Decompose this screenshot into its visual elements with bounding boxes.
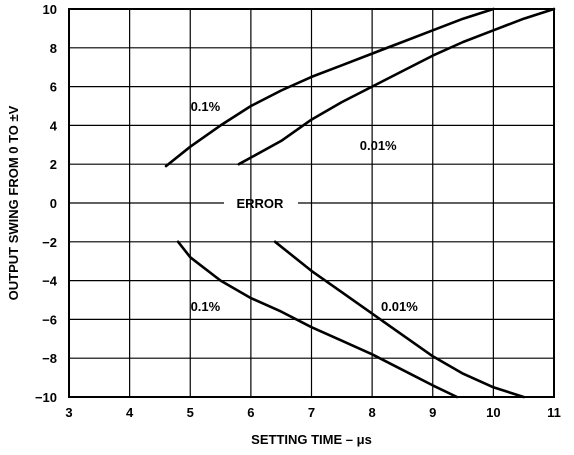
curve-label: 0.1% — [191, 99, 221, 114]
series-line-1 — [164, 7, 495, 168]
x-tick-label: 5 — [187, 405, 194, 420]
y-tick-label: 8 — [50, 41, 57, 56]
error-label: ERROR — [236, 196, 284, 211]
y-tick-label: −4 — [42, 274, 58, 289]
y-tick-label: −10 — [35, 390, 57, 405]
x-tick-label: 7 — [308, 405, 315, 420]
y-tick-label: 4 — [50, 118, 58, 133]
x-tick-labels: 3 4 5 6 7 8 9 10 11 — [65, 405, 560, 420]
series-line-3 — [176, 240, 459, 399]
curve-label: 0.1% — [191, 299, 221, 314]
curve-label: 0.01% — [360, 138, 397, 153]
y-tick-label: 10 — [43, 2, 57, 17]
series-layer — [164, 7, 556, 399]
x-axis-title: SETTING TIME – μs — [251, 432, 372, 447]
y-tick-labels: 10 8 6 4 2 0 −2 −4 −6 −8 −10 — [35, 2, 58, 405]
grid — [68, 8, 555, 398]
x-tick-label: 8 — [369, 405, 376, 420]
x-tick-label: 11 — [547, 405, 561, 420]
y-tick-label: −2 — [42, 235, 57, 250]
series-line-2 — [237, 7, 556, 166]
curve-label: 0.01% — [381, 299, 418, 314]
y-tick-label: 0 — [50, 196, 57, 211]
x-tick-label: 10 — [486, 405, 500, 420]
y-tick-label: −6 — [42, 312, 57, 327]
plot-frame — [68, 8, 555, 398]
y-tick-label: 2 — [50, 157, 57, 172]
x-tick-label: 4 — [126, 405, 134, 420]
y-tick-label: −8 — [42, 351, 57, 366]
series-line-4 — [273, 240, 525, 399]
x-tick-label: 3 — [65, 405, 72, 420]
y-tick-label: 6 — [50, 80, 57, 95]
x-tick-label: 6 — [247, 405, 254, 420]
x-tick-label: 9 — [429, 405, 436, 420]
y-axis-title: OUTPUT SWING FROM 0 TO ±V — [6, 105, 21, 300]
annotations: 0.1% 0.01% ERROR 0.1% 0.01% — [191, 99, 419, 314]
